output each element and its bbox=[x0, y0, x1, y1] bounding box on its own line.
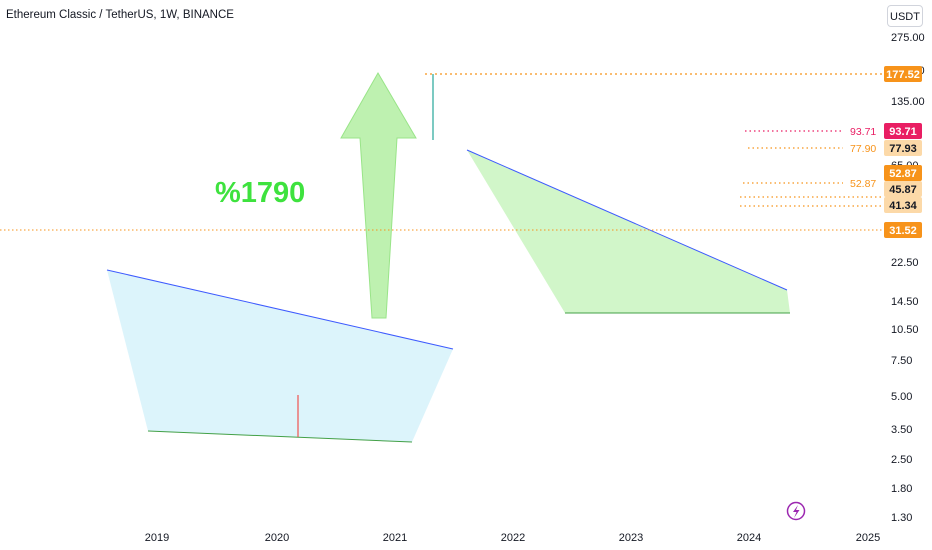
price-badge-text: 41.34 bbox=[889, 200, 917, 212]
trendline-upper-2022[interactable] bbox=[466, 149, 788, 291]
price-badge bbox=[884, 222, 922, 238]
lightning-icon[interactable] bbox=[786, 501, 806, 521]
time-tick-label: 2023 bbox=[619, 532, 643, 544]
price-axis[interactable]: 275.00185.00135.0065.0022.5014.5010.507.… bbox=[891, 32, 925, 524]
candlestick-series bbox=[297, 74, 434, 437]
price-labels: 177.52 93.71 77.93 52.87 45.87 41.34 31.52 bbox=[884, 66, 922, 238]
price-tick-label: 7.50 bbox=[891, 355, 912, 367]
time-tick-label: 2022 bbox=[501, 532, 525, 544]
price-badge bbox=[884, 123, 922, 139]
time-tick-label: 2021 bbox=[383, 532, 407, 544]
currency-button[interactable]: USDT bbox=[887, 5, 923, 27]
price-badge bbox=[884, 66, 922, 82]
falling-wedge-2019-2021 bbox=[107, 270, 453, 442]
horizontal-levels: 93.71 77.90 52.87 bbox=[0, 73, 882, 231]
time-axis[interactable]: 2019 2020 2021 2022 2023 2024 2025 bbox=[145, 532, 880, 544]
price-tick-label: 5.00 bbox=[891, 391, 912, 403]
level-value-label: 93.71 bbox=[850, 126, 876, 138]
time-tick-label: 2025 bbox=[856, 532, 880, 544]
price-tick-label: 1.30 bbox=[891, 512, 912, 524]
price-tick-label: 3.50 bbox=[891, 424, 912, 436]
price-badge bbox=[884, 197, 922, 213]
time-tick-label: 2020 bbox=[265, 532, 289, 544]
descending-triangle-2021-2024 bbox=[467, 150, 790, 313]
price-tick-label: 2.50 bbox=[891, 454, 912, 466]
price-badge bbox=[884, 165, 922, 181]
price-badge bbox=[884, 140, 922, 156]
price-tick-label: 14.50 bbox=[891, 296, 919, 308]
trendline-upper-2019[interactable] bbox=[106, 269, 454, 350]
price-tick-label: 135.00 bbox=[891, 96, 925, 108]
price-badge-text: 45.87 bbox=[889, 184, 917, 196]
symbol-title: Ethereum Classic / TetherUS, 1W, BINANCE bbox=[6, 9, 234, 21]
price-tick-label: 1.80 bbox=[891, 483, 912, 495]
price-badge-text: 93.71 bbox=[889, 126, 917, 138]
price-badge-text: 52.87 bbox=[889, 168, 917, 180]
price-tick-label: 22.50 bbox=[891, 257, 919, 269]
level-value-label: 77.90 bbox=[850, 143, 876, 155]
time-tick-label: 2024 bbox=[737, 532, 761, 544]
gain-percent-label: %1790 bbox=[215, 177, 305, 209]
trendline-lower-2019[interactable] bbox=[147, 430, 413, 443]
time-tick-label: 2019 bbox=[145, 532, 169, 544]
price-badge-text: 31.52 bbox=[889, 225, 917, 237]
price-badge bbox=[884, 181, 922, 197]
up-arrow-icon bbox=[340, 71, 417, 319]
price-tick-label: 275.00 bbox=[891, 32, 925, 44]
level-value-label: 52.87 bbox=[850, 178, 876, 190]
price-badge-text: 77.93 bbox=[889, 143, 917, 155]
price-tick-label: 10.50 bbox=[891, 324, 919, 336]
price-badge-text: 177.52 bbox=[886, 69, 920, 81]
pattern-layer bbox=[106, 71, 790, 443]
